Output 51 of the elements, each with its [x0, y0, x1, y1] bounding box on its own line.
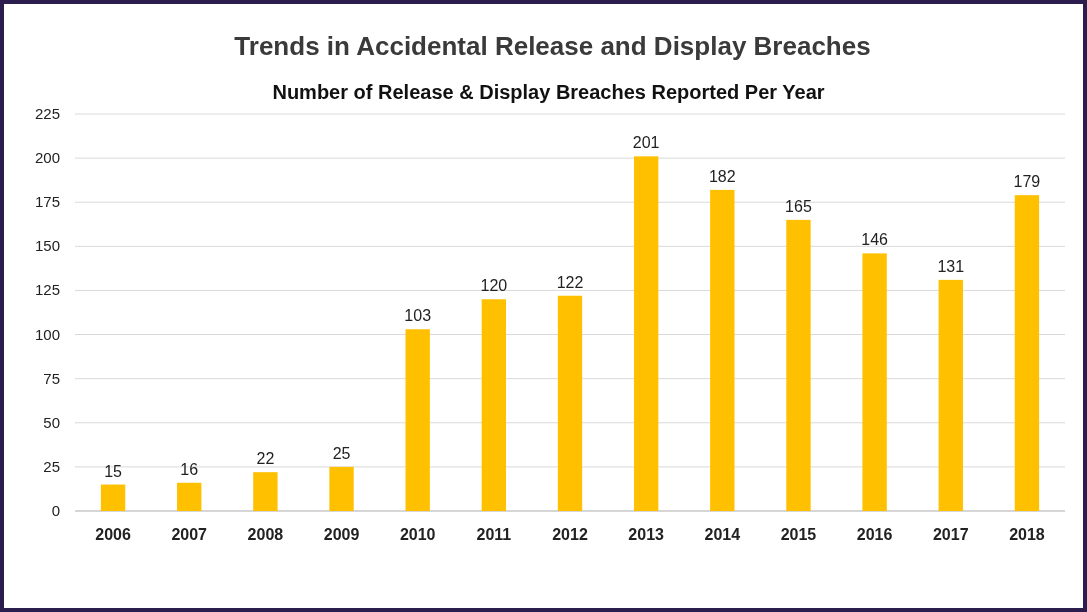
data-label: 131 — [937, 257, 965, 275]
bar — [557, 295, 583, 511]
x-tick-label: 2013 — [628, 526, 665, 543]
bar — [405, 329, 430, 511]
data-label: 15 — [104, 462, 123, 480]
data-label: 103 — [404, 307, 432, 325]
chart-title: Trends in Accidental Release and Display Breaches — [234, 31, 871, 61]
x-tick-label: 2006 — [95, 526, 131, 543]
x-tick-label: 2007 — [171, 526, 208, 543]
y-tick-label: 0 — [51, 502, 60, 519]
y-tick-label: 150 — [34, 237, 60, 255]
x-tick-label: 2012 — [552, 526, 588, 543]
bar — [1014, 195, 1040, 511]
bar — [710, 189, 735, 511]
y-tick-label: 200 — [34, 149, 60, 167]
data-label: 146 — [861, 231, 889, 249]
x-tick-label: 2014 — [704, 526, 741, 543]
y-tick-label: 50 — [43, 413, 60, 431]
x-tick-label: 2009 — [323, 526, 360, 543]
x-tick-label: 2018 — [1009, 526, 1045, 543]
bar — [481, 299, 507, 511]
data-label: 122 — [556, 273, 584, 291]
y-tick-label: 125 — [34, 281, 60, 299]
bar — [329, 466, 354, 511]
x-tick-label: 2008 — [247, 526, 284, 543]
bar — [786, 219, 811, 511]
data-label: 182 — [708, 167, 736, 185]
data-label: 165 — [785, 197, 812, 215]
data-label: 25 — [332, 444, 351, 462]
bar — [177, 482, 202, 511]
bar — [100, 484, 126, 511]
data-label: 120 — [480, 277, 508, 295]
data-label: 201 — [632, 134, 660, 152]
y-tick-label: 225 — [34, 105, 60, 122]
x-tick-label: 2017 — [932, 526, 969, 543]
y-tick-label: 175 — [34, 193, 60, 211]
data-label: 16 — [180, 460, 199, 478]
y-tick-label: 25 — [43, 457, 60, 475]
x-tick-label: 2011 — [476, 526, 512, 543]
x-tick-label: 2010 — [399, 526, 436, 543]
bar — [862, 253, 887, 511]
y-tick-label: 75 — [43, 369, 60, 387]
x-tick-label: 2015 — [780, 526, 817, 543]
bar — [633, 156, 659, 511]
x-tick-label: 2016 — [856, 526, 893, 543]
data-label: 179 — [1013, 173, 1041, 191]
bar — [938, 279, 963, 511]
bar — [253, 472, 278, 511]
chart-subtitle: Number of Release & Display Breaches Reported Per Year — [272, 81, 825, 103]
y-tick-label: 100 — [34, 325, 60, 343]
data-label: 22 — [256, 450, 275, 468]
